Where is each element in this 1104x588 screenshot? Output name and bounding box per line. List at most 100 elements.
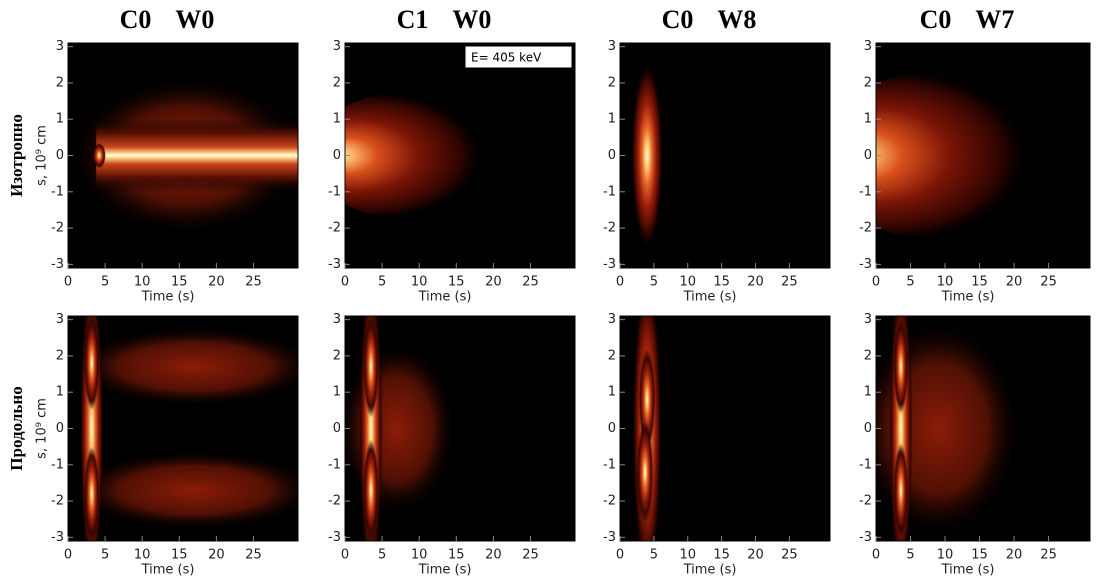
x-tick-label: 20: [1006, 548, 1023, 563]
annotation-box: [464, 45, 573, 69]
y-tick-label: 3: [864, 39, 872, 54]
x-tick-label: 0: [341, 548, 349, 563]
x-tick-label: 25: [1040, 548, 1057, 563]
heat-region: [68, 450, 298, 531]
x-tick-label: 15: [448, 548, 465, 563]
x-tick-label: 0: [341, 275, 349, 290]
y-tick-label: 3: [333, 39, 341, 54]
y-tick-label: -2: [51, 221, 64, 236]
x-tick-label: 5: [378, 548, 386, 563]
x-tick-label: 25: [522, 548, 539, 563]
x-axis-label: Time (s): [141, 563, 195, 578]
x-tick-label: 10: [411, 548, 428, 563]
y-tick-label: 0: [333, 421, 341, 436]
y-tick-label: -3: [859, 530, 872, 545]
x-axis-label: Time (s): [683, 290, 737, 305]
y-tick-label: 3: [56, 312, 64, 327]
y-tick-label: -1: [603, 184, 616, 199]
x-tick-label: 0: [616, 275, 624, 290]
y-tick-label: 2: [608, 75, 616, 90]
heat-region: [876, 68, 1084, 243]
heat-region: [345, 341, 457, 516]
heatmap: [345, 43, 575, 268]
y-tick-label: 2: [864, 75, 872, 90]
y-tick-label: 2: [333, 348, 341, 363]
y-tick-label: -2: [328, 494, 341, 509]
x-tick-label: 25: [245, 275, 262, 290]
annotation: E= 405 keV: [471, 51, 542, 65]
x-axis-label: Time (s): [941, 290, 995, 305]
x-tick-label: 0: [616, 548, 624, 563]
x-tick-label: 20: [208, 548, 225, 563]
heat-region: [96, 119, 298, 192]
x-tick-label: 10: [134, 275, 151, 290]
row-label: Изотропно: [7, 114, 26, 197]
heat-region: [92, 142, 106, 169]
x-axis-label: Time (s): [683, 563, 737, 578]
y-tick-label: -1: [859, 457, 872, 472]
y-tick-label: 0: [56, 421, 64, 436]
x-tick-label: 5: [378, 275, 386, 290]
x-tick-label: 15: [713, 548, 730, 563]
heat-region: [630, 61, 664, 250]
y-axis-label: s, 10⁹ cm: [35, 125, 50, 186]
heatmap: [876, 43, 1090, 268]
x-tick-label: 15: [713, 275, 730, 290]
y-tick-label: 1: [608, 112, 616, 127]
x-tick-label: 10: [937, 275, 954, 290]
y-tick-label: 2: [56, 348, 64, 363]
x-tick-label: 15: [171, 548, 188, 563]
x-tick-label: 25: [781, 275, 798, 290]
heat-region: [84, 316, 100, 411]
y-tick-label: 0: [608, 421, 616, 436]
heat-region: [84, 446, 100, 541]
y-tick-label: -1: [859, 184, 872, 199]
heatmap: [345, 316, 575, 541]
y-axis-label: s, 10⁹ cm: [35, 398, 50, 459]
y-tick-label: 0: [56, 148, 64, 163]
x-axis-label: Time (s): [141, 290, 195, 305]
x-tick-label: 0: [872, 548, 880, 563]
x-tick-label: 0: [872, 275, 880, 290]
y-tick-label: -3: [328, 257, 341, 272]
x-tick-label: 15: [971, 275, 988, 290]
x-axis-label: Time (s): [418, 290, 472, 305]
y-tick-label: 1: [333, 385, 341, 400]
x-tick-label: 5: [650, 275, 658, 290]
y-tick-label: 0: [608, 148, 616, 163]
y-tick-label: 3: [608, 312, 616, 327]
y-tick-label: -1: [51, 184, 64, 199]
x-tick-label: 20: [485, 275, 502, 290]
x-tick-label: 15: [171, 275, 188, 290]
x-tick-label: 5: [101, 275, 109, 290]
x-axis-label: Time (s): [418, 563, 472, 578]
x-tick-label: 25: [1040, 275, 1057, 290]
y-tick-label: 3: [56, 39, 64, 54]
panel-title: C0 W7: [920, 5, 1015, 34]
x-tick-label: 20: [747, 548, 764, 563]
y-tick-label: -1: [328, 184, 341, 199]
y-tick-label: -1: [328, 457, 341, 472]
x-tick-label: 15: [448, 275, 465, 290]
y-tick-label: -2: [603, 494, 616, 509]
y-tick-label: -3: [603, 530, 616, 545]
y-tick-label: -1: [603, 457, 616, 472]
y-tick-label: 0: [864, 421, 872, 436]
panel-title: C0 W0: [120, 5, 215, 34]
row-label: Продольно: [7, 386, 26, 470]
heat-region: [876, 319, 1021, 538]
y-tick-label: 2: [608, 348, 616, 363]
y-tick-label: -3: [51, 530, 64, 545]
x-tick-label: 10: [411, 275, 428, 290]
x-tick-label: 10: [679, 548, 696, 563]
y-tick-label: -3: [603, 257, 616, 272]
heatmap: [68, 316, 298, 541]
x-tick-label: 0: [64, 548, 72, 563]
y-tick-label: 3: [608, 39, 616, 54]
y-tick-label: -2: [328, 221, 341, 236]
x-tick-label: 10: [134, 548, 151, 563]
y-tick-label: 1: [864, 112, 872, 127]
panel-title: C1 W0: [397, 5, 492, 34]
x-tick-label: 5: [906, 275, 914, 290]
